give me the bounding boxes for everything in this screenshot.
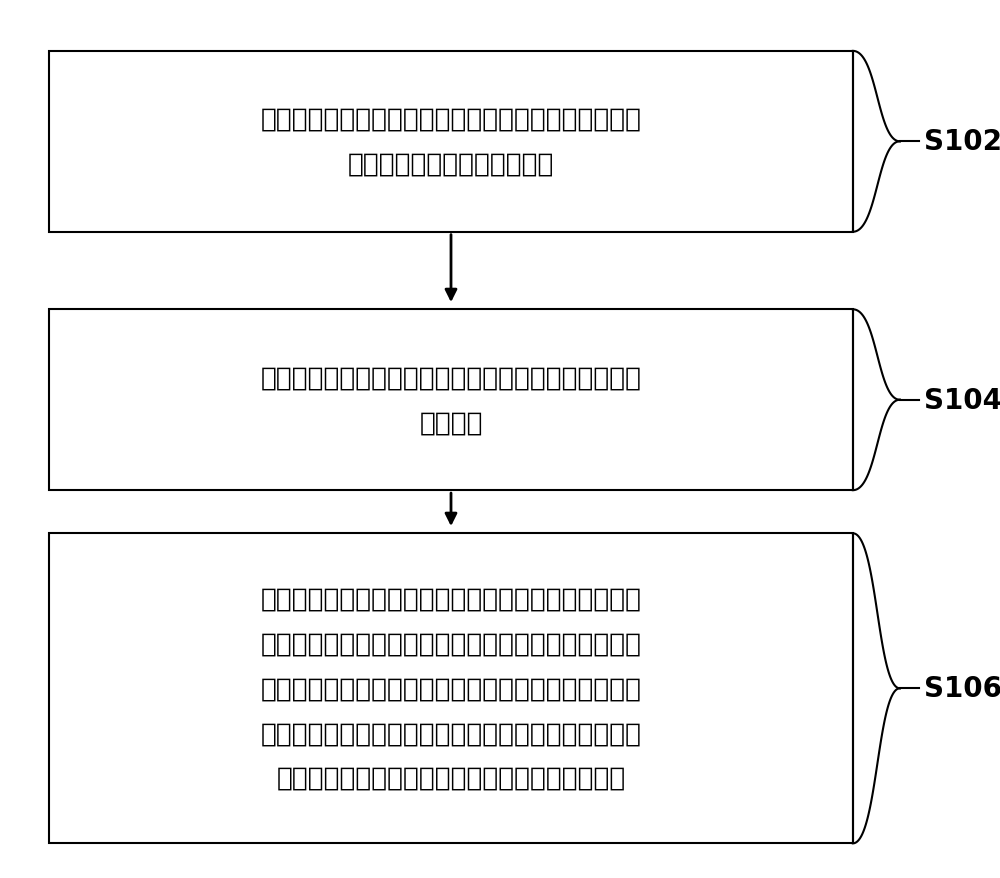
Text: 除异味装置的标识信息发送至云服务器，以供云服务器: 除异味装置的标识信息发送至云服务器，以供云服务器 <box>260 630 642 657</box>
Text: 预设网络接入设备的标识信息: 预设网络接入设备的标识信息 <box>348 152 554 177</box>
Bar <box>49 534 853 844</box>
Text: 与接入预设网络接入设备的除菌除异味装置的绑定: 与接入预设网络接入设备的除菌除异味装置的绑定 <box>276 765 626 791</box>
Text: 的除菌除异味装置的标识信息对应存储，完成用户终端: 的除菌除异味装置的标识信息对应存储，完成用户终端 <box>260 720 642 746</box>
Text: 将用户终端的标识信息和接入预设网络接入设备的除菌: 将用户终端的标识信息和接入预设网络接入设备的除菌 <box>260 586 642 612</box>
Text: 连接信息: 连接信息 <box>419 410 483 435</box>
Text: 接收接入预设网络接入设备的除菌除异味装置反馈的已: 接收接入预设网络接入设备的除菌除异味装置反馈的已 <box>260 365 642 391</box>
Text: S106: S106 <box>924 674 1000 702</box>
Text: 将接收的用户终端的标识信息和接入预设网络接入设备: 将接收的用户终端的标识信息和接入预设网络接入设备 <box>260 675 642 702</box>
Text: S104: S104 <box>924 386 1000 414</box>
Text: 通过广播方式发出绑定请求，其中，该绑定请求中携带: 通过广播方式发出绑定请求，其中，该绑定请求中携带 <box>260 107 642 133</box>
Bar <box>49 310 853 491</box>
Text: S102: S102 <box>924 128 1000 156</box>
Bar <box>49 52 853 233</box>
